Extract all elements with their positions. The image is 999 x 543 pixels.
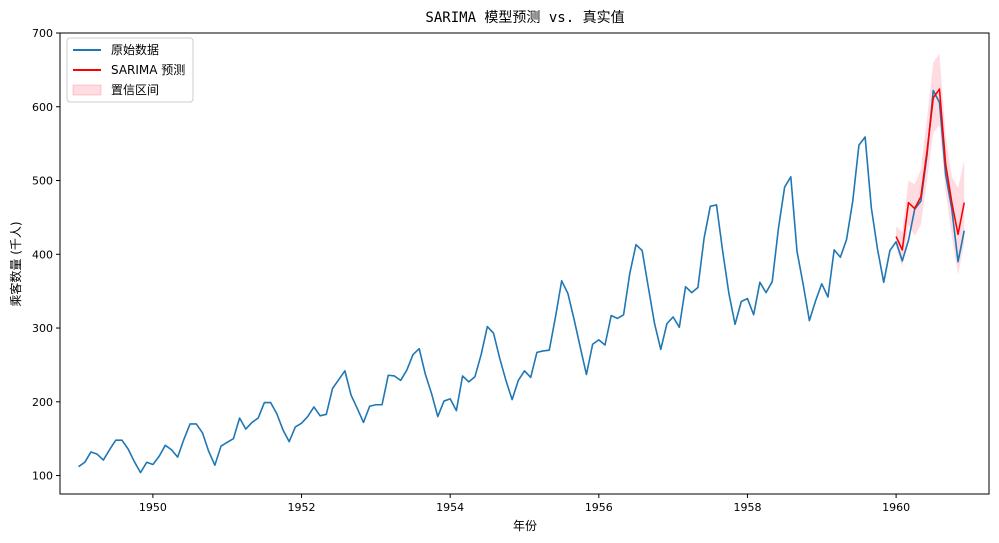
series-line-original	[78, 89, 966, 474]
x-tick-label: 1954	[436, 501, 464, 514]
legend-swatch-band	[72, 84, 102, 96]
x-tick-label: 1956	[585, 501, 613, 514]
confidence-band-layer	[896, 53, 965, 275]
legend-label: SARIMA 预测	[111, 63, 185, 77]
y-tick-label: 200	[32, 396, 53, 409]
x-tick-label: 1960	[882, 501, 910, 514]
confidence-band	[896, 53, 965, 275]
y-tick-label: 400	[32, 248, 53, 261]
y-tick-label: 700	[32, 27, 53, 40]
series-line-forecast	[895, 88, 966, 251]
y-tick-label: 500	[32, 175, 53, 188]
x-axis-label: 年份	[513, 519, 537, 533]
y-axis: 100 200 300 400 500 600 700	[32, 27, 60, 483]
y-tick-label: 300	[32, 322, 53, 335]
series-line-layer	[78, 88, 966, 474]
x-tick-label: 1958	[733, 501, 761, 514]
legend-label: 原始数据	[111, 42, 159, 57]
chart-title: SARIMA 模型预测 vs. 真实值	[425, 10, 624, 26]
x-tick-label: 1952	[288, 501, 316, 514]
plot-frame	[59, 32, 990, 495]
x-axis: 1950 1952 1954 1956 1958 1960	[139, 494, 910, 514]
y-tick-label: 100	[32, 470, 53, 483]
y-axis-label: 乘客数量 (千人)	[8, 221, 23, 306]
y-tick-label: 600	[32, 101, 53, 114]
plot-area: 1950 1952 1954 1956 1958 1960 100 200 300 400 500…	[32, 27, 990, 514]
legend-label: 置信区间	[111, 83, 159, 97]
x-tick-label: 1950	[139, 501, 167, 514]
